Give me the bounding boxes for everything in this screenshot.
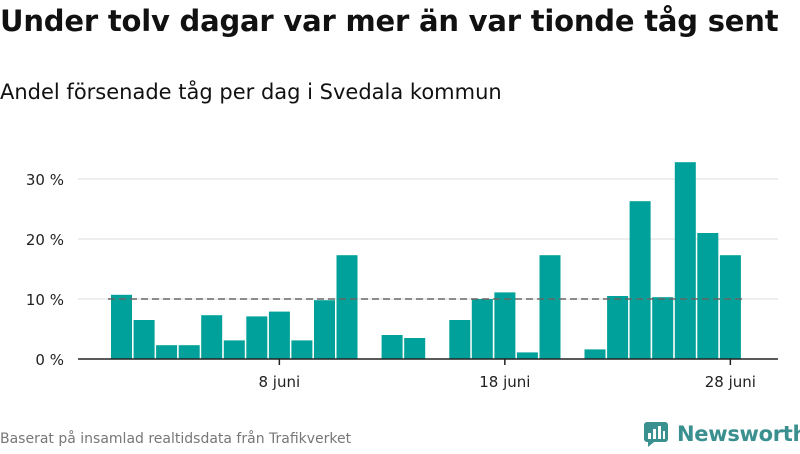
bar	[246, 316, 268, 359]
x-tick-label: 18 juni	[479, 373, 530, 391]
bar	[223, 340, 245, 359]
x-tick-label: 28 juni	[705, 373, 756, 391]
bar	[449, 320, 471, 359]
bar	[314, 300, 335, 359]
bar	[629, 201, 651, 359]
bar	[674, 162, 696, 359]
y-tick-label: 10 %	[26, 291, 64, 309]
bar	[539, 255, 561, 359]
y-tick-label: 30 %	[26, 171, 64, 189]
bar	[607, 296, 629, 359]
bar	[697, 233, 719, 359]
bar	[381, 335, 403, 359]
bar	[516, 352, 538, 359]
bar	[201, 315, 223, 359]
bar	[178, 345, 200, 359]
bar	[719, 255, 741, 359]
bar	[268, 311, 290, 359]
bar	[404, 338, 426, 359]
bar	[133, 320, 155, 359]
bar	[336, 255, 358, 359]
x-tick-label: 8 juni	[259, 373, 301, 391]
newsworthy-logo-icon	[644, 422, 668, 447]
y-tick-label: 20 %	[26, 231, 64, 249]
bar	[111, 294, 132, 359]
bar	[652, 297, 674, 359]
chart-subtitle: Andel försenade tåg per dag i Svedala ko…	[0, 80, 502, 104]
bar	[156, 345, 178, 359]
brand: Newsworthy	[643, 421, 800, 447]
bar	[471, 299, 493, 359]
bar	[494, 292, 516, 359]
bar	[291, 340, 313, 359]
source-note: Baserat på insamlad realtidsdata från Tr…	[0, 431, 352, 447]
brand-name: Newsworthy	[677, 422, 800, 446]
y-tick-label: 0 %	[35, 351, 64, 369]
bar	[584, 349, 606, 359]
chart-title: Under tolv dagar var mer än var tionde t…	[0, 4, 779, 38]
